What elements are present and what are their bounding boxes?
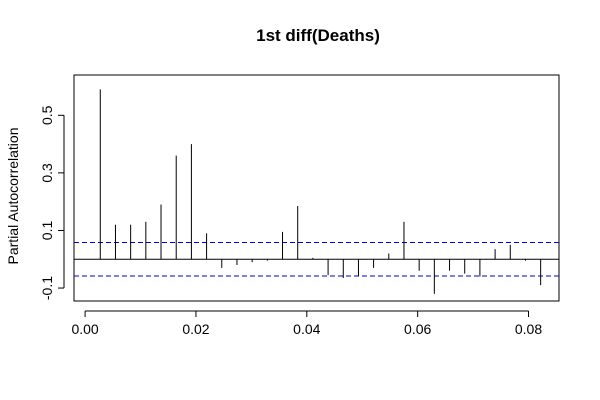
x-tick-label: 0.08 <box>515 321 542 337</box>
plot-frame <box>73 74 560 302</box>
y-axis-label: Partial Autocorrelation <box>5 128 21 265</box>
x-tick-label: 0.00 <box>71 321 98 337</box>
x-tick-label: 0.02 <box>182 321 209 337</box>
x-tick-label: 0.06 <box>404 321 431 337</box>
y-tick-label: 0.5 <box>39 105 55 125</box>
y-tick-label: 0.3 <box>39 163 55 183</box>
y-tick-label: 0.1 <box>39 221 55 241</box>
x-tick-label: 0.04 <box>293 321 320 337</box>
plot-area: 0.00 0.02 0.04 0.06 0.08 -0.1 0.1 0.3 0.5 <box>39 74 560 337</box>
y-tick-label: -0.1 <box>39 276 55 300</box>
chart-title: 1st diff(Deaths) <box>256 26 380 45</box>
